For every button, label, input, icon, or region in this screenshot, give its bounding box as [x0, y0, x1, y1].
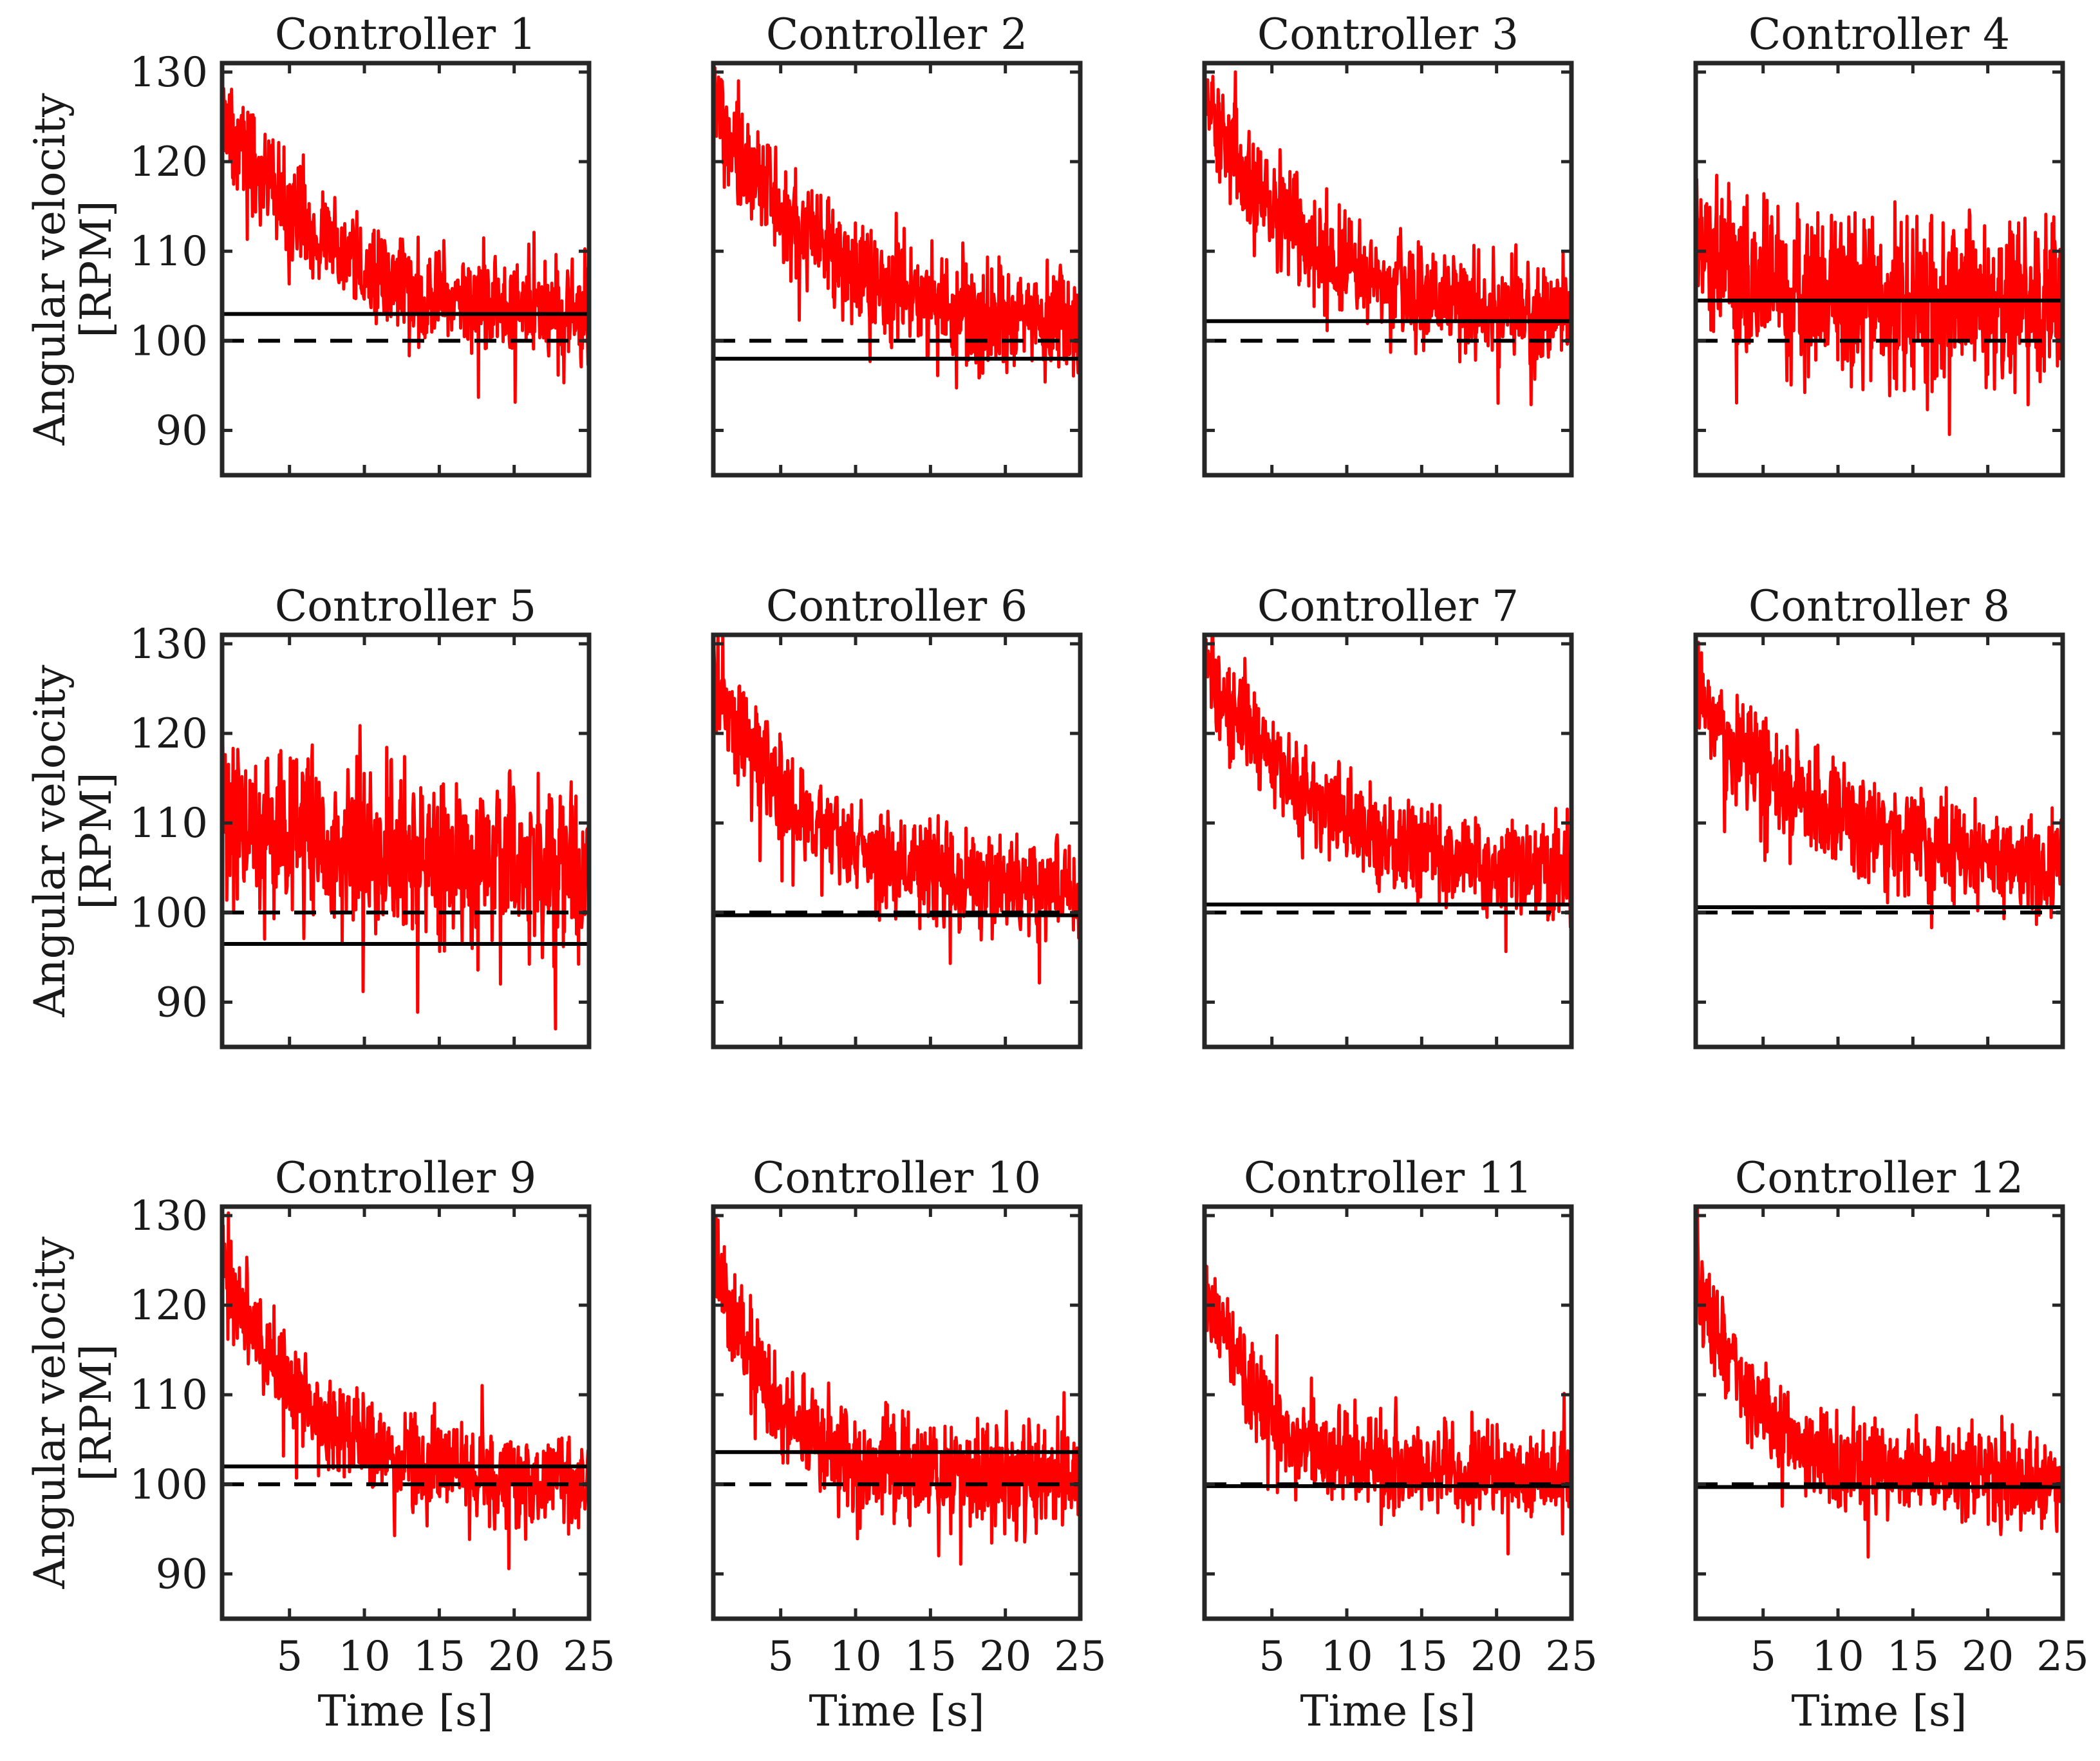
x-tick-label: 15	[1887, 1633, 1939, 1681]
velocity-trace	[1205, 1265, 1571, 1556]
x-axis-label: Time [s]	[1300, 1686, 1476, 1736]
x-tick-label: 20	[979, 1633, 1031, 1681]
y-axis-label: Angular velocity	[25, 1236, 75, 1590]
x-tick-label: 15	[413, 1633, 465, 1681]
panel-controller-12: Controller 12 5 10 15 20 25 Time [s]	[1693, 1153, 2089, 1736]
velocity-trace	[1696, 173, 2063, 437]
x-tick-label: 5	[1750, 1633, 1776, 1681]
x-axis-label: Time [s]	[1791, 1686, 1967, 1736]
panel-controller-4: Controller 4	[1693, 10, 2065, 478]
axes-frame	[711, 632, 1083, 1050]
panel-title: Controller 10	[753, 1153, 1041, 1203]
velocity-trace	[713, 635, 1080, 985]
x-tick-label: 25	[563, 1633, 615, 1681]
velocity-trace	[1696, 1207, 2063, 1559]
x-tick-label: 20	[488, 1633, 540, 1681]
velocity-trace	[222, 78, 589, 404]
y-axis-unit-label: [RPM]	[71, 1344, 121, 1481]
panel-title: Controller 8	[1748, 581, 2010, 631]
y-tick-label: 100	[129, 1461, 208, 1509]
y-tick-label: 100	[129, 317, 208, 365]
axes-frame	[1202, 632, 1574, 1050]
panel-title: Controller 5	[275, 581, 536, 631]
velocity-trace	[713, 1209, 1080, 1566]
panel-controller-7: Controller 7	[1202, 581, 1574, 1050]
axes-frame	[1202, 1204, 1574, 1621]
x-tick-label: 5	[767, 1633, 794, 1681]
x-tick-label: 25	[2036, 1633, 2088, 1681]
panel-title: Controller 4	[1748, 10, 2010, 59]
axes-frame	[220, 632, 592, 1050]
panel-controller-3: Controller 3	[1202, 10, 1574, 478]
panel-controller-6: Controller 6	[711, 581, 1083, 1050]
y-tick-label: 90	[156, 979, 208, 1026]
x-tick-label: 5	[1259, 1633, 1285, 1681]
panel-title: Controller 3	[1257, 10, 1519, 59]
panel-controller-2: Controller 2	[711, 10, 1083, 478]
x-tick-label: 20	[1962, 1633, 2014, 1681]
y-tick-label: 90	[156, 1550, 208, 1598]
x-axis-label: Time [s]	[809, 1686, 984, 1736]
velocity-trace	[222, 724, 589, 1031]
x-tick-label: 15	[1396, 1633, 1448, 1681]
y-tick-label: 130	[129, 1192, 208, 1240]
y-axis-unit-label: [RPM]	[71, 772, 121, 909]
y-tick-label: 110	[129, 800, 208, 847]
velocity-trace	[1205, 63, 1571, 406]
y-tick-label: 90	[156, 407, 208, 455]
panel-controller-9: Controller 9 90 100 110 120 130 Angular veloci…	[25, 1153, 615, 1736]
x-tick-label: 10	[1812, 1633, 1864, 1681]
panel-controller-10: Controller 10 5 10 15 20 25 Time [s]	[711, 1153, 1107, 1736]
y-axis-label: Angular velocity	[25, 93, 75, 446]
panel-controller-11: Controller 11 5 10 15 20 25 Time [s]	[1202, 1153, 1598, 1736]
y-tick-label: 120	[129, 1282, 208, 1330]
axes-frame	[711, 1204, 1083, 1621]
y-axis-unit-label: [RPM]	[71, 200, 121, 337]
axes-frame	[711, 61, 1083, 478]
x-tick-label: 10	[338, 1633, 390, 1681]
panel-title: Controller 7	[1257, 581, 1519, 631]
y-tick-label: 110	[129, 1371, 208, 1419]
x-tick-label: 20	[1470, 1633, 1523, 1681]
axes-frame	[220, 1204, 592, 1621]
x-tick-label: 10	[829, 1633, 881, 1681]
y-tick-label: 120	[129, 138, 208, 186]
axes-frame	[1693, 61, 2065, 478]
velocity-trace	[222, 1211, 589, 1570]
axes-frame	[1693, 632, 2065, 1050]
axes-frame	[220, 61, 592, 478]
velocity-trace	[1205, 635, 1571, 954]
panel-title: Controller 12	[1735, 1153, 2023, 1203]
velocity-trace	[713, 66, 1080, 390]
axes-frame	[1693, 1204, 2065, 1621]
panel-title: Controller 1	[275, 10, 536, 59]
velocity-trace	[1696, 641, 2063, 930]
panel-title: Controller 11	[1244, 1153, 1532, 1203]
y-tick-label: 100	[129, 889, 208, 937]
panel-title: Controller 2	[766, 10, 1027, 59]
x-axis-label: Time [s]	[317, 1686, 493, 1736]
x-tick-label: 25	[1545, 1633, 1597, 1681]
y-tick-label: 120	[129, 710, 208, 758]
x-tick-label: 5	[276, 1633, 303, 1681]
x-tick-label: 10	[1320, 1633, 1373, 1681]
y-tick-label: 110	[129, 228, 208, 276]
y-tick-label: 130	[129, 49, 208, 97]
panel-controller-8: Controller 8	[1693, 581, 2065, 1050]
x-tick-label: 15	[905, 1633, 957, 1681]
panel-title: Controller 9	[275, 1153, 536, 1203]
y-tick-label: 130	[129, 621, 208, 668]
panel-controller-5: Controller 5 90 100 110 120 130 Angular veloci…	[25, 581, 592, 1050]
axes-frame	[1202, 61, 1574, 478]
panel-controller-1: Controller 1 90 100 110 120 130 Angular veloci…	[25, 10, 592, 478]
x-tick-label: 25	[1054, 1633, 1106, 1681]
y-axis-label: Angular velocity	[25, 664, 75, 1018]
panel-title: Controller 6	[766, 581, 1027, 631]
